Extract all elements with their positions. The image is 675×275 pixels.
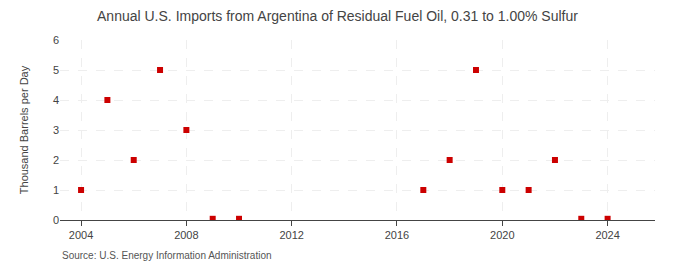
svg-text:2016: 2016 [385, 229, 409, 241]
svg-text:2008: 2008 [174, 229, 198, 241]
svg-text:2: 2 [53, 154, 59, 166]
svg-text:Thousand Barrels per Day: Thousand Barrels per Day [18, 65, 30, 194]
svg-text:2024: 2024 [595, 229, 619, 241]
svg-text:Source: U.S. Energy Informatio: Source: U.S. Energy Information Administ… [62, 250, 272, 261]
svg-text:4: 4 [53, 94, 59, 106]
svg-text:1: 1 [53, 184, 59, 196]
svg-text:0: 0 [53, 214, 59, 226]
svg-text:2020: 2020 [490, 229, 514, 241]
svg-text:5: 5 [53, 64, 59, 76]
svg-text:3: 3 [53, 124, 59, 136]
svg-text:Annual U.S. Imports from Argen: Annual U.S. Imports from Argentina of Re… [97, 8, 578, 24]
svg-text:2012: 2012 [279, 229, 303, 241]
svg-text:6: 6 [53, 34, 59, 46]
svg-text:2004: 2004 [69, 229, 93, 241]
